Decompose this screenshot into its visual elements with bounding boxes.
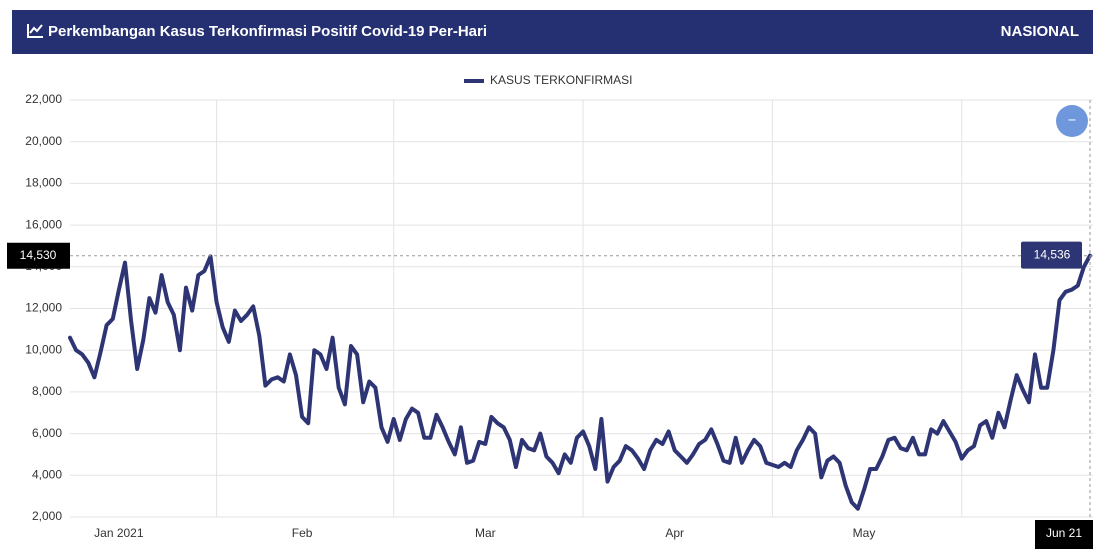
legend-label: KASUS TERKONFIRMASI xyxy=(490,73,632,87)
x-tick-label: Jan 2021 xyxy=(94,526,144,540)
header-title: Perkembangan Kasus Terkonfirmasi Positif… xyxy=(48,23,487,40)
header-badge: NASIONAL xyxy=(1001,23,1079,40)
y-tick-label: 6,000 xyxy=(32,426,62,440)
y-tick-label: 8,000 xyxy=(32,384,62,398)
date-label: Jun 21 xyxy=(1046,526,1082,540)
date-label-bg xyxy=(1035,520,1093,549)
cursor-label: 14,530 xyxy=(20,248,57,262)
zoom-button[interactable]: − xyxy=(1056,105,1088,137)
x-tick-label: May xyxy=(853,526,876,540)
legend: KASUS TERKONFIRMASI xyxy=(464,73,632,87)
y-tick-label: 4,000 xyxy=(32,467,62,481)
chart-icon xyxy=(27,24,43,38)
header-bar xyxy=(12,10,1093,54)
zoom-button-label[interactable]: − xyxy=(1068,112,1076,128)
x-tick-label: Mar xyxy=(475,526,496,540)
y-tick-label: 18,000 xyxy=(25,176,62,190)
y-tick-label: 16,000 xyxy=(25,217,62,231)
y-tick-label: 20,000 xyxy=(25,134,62,148)
y-tick-label: 12,000 xyxy=(25,301,62,315)
zoom-button-bg[interactable] xyxy=(1056,105,1088,137)
series-line xyxy=(68,253,1092,511)
y-tick-label: 10,000 xyxy=(25,342,62,356)
cursor-label-bg xyxy=(7,242,70,269)
y-tick-label: 22,000 xyxy=(25,92,62,106)
tooltip-bg xyxy=(1021,241,1082,269)
y-tick-label: 2,000 xyxy=(32,509,62,523)
x-tick-label: Apr xyxy=(665,526,684,540)
x-tick-label: Feb xyxy=(292,526,313,540)
tooltip-label: 14,536 xyxy=(1034,247,1071,261)
